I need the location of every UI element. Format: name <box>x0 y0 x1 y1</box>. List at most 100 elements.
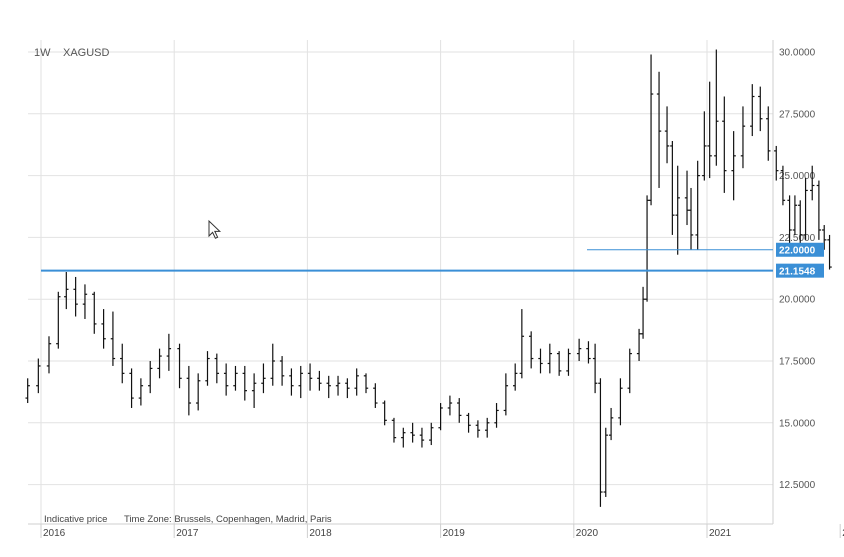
x-tick-label: 2021 <box>709 528 732 539</box>
ohlc-bar <box>740 106 746 169</box>
ohlc-bar <box>447 395 453 416</box>
level-price-tag <box>776 242 824 257</box>
ohlc-bar <box>714 49 719 166</box>
y-tick-label: 25.0000 <box>779 171 816 182</box>
ohlc-bar <box>186 365 192 416</box>
ohlc-bar <box>289 368 294 396</box>
ohlc-bar <box>664 106 670 164</box>
ohlc-bar <box>92 291 97 334</box>
ohlc-bar <box>627 348 632 394</box>
ohlc-bar <box>429 422 434 446</box>
ohlc-bar <box>656 71 662 188</box>
ohlc-bar <box>457 398 462 423</box>
ohlc-bar <box>382 400 387 426</box>
x-tick-label: 2018 <box>309 528 332 539</box>
ohlc-bar <box>391 417 397 443</box>
ohlc-bar <box>816 180 822 240</box>
y-tick-labels: 12.5000 15.0000 17.5000 20.0000 22.5000 25.00… <box>779 48 816 492</box>
ohlc-bar <box>166 333 172 371</box>
ohlc-bar <box>538 348 543 374</box>
ohlc-bar <box>251 373 257 408</box>
ohlc-bar <box>636 328 642 361</box>
ohlc-bar <box>73 276 78 317</box>
timezone-note: Time Zone: Brussels, Copenhagen, Madrid,… <box>124 514 332 525</box>
ohlc-bar <box>556 351 562 376</box>
ohlc-bar <box>722 96 727 193</box>
y-tick-label: 15.0000 <box>779 418 816 429</box>
ohlc-bar <box>803 178 808 240</box>
ohlc-bar <box>419 427 425 448</box>
ohlc-bar <box>195 373 201 411</box>
ohlc-bar <box>608 407 614 441</box>
ohlc-bar <box>731 131 736 201</box>
ohlc-bar <box>157 348 162 379</box>
y-tick-label: 22.5000 <box>779 233 816 244</box>
ohlc-bar <box>82 284 88 319</box>
ohlc-bar <box>279 356 285 386</box>
ohlc-bar <box>101 309 106 349</box>
ohlc-bar <box>148 361 153 394</box>
ohlc-bar <box>684 170 690 226</box>
ohlc-bar <box>648 54 654 206</box>
ohlc-bar <box>758 86 763 132</box>
ohlc-bar <box>242 365 247 401</box>
ohlc-bar <box>138 378 144 406</box>
ohlc-bar <box>688 187 694 250</box>
x-tick-label: 2022 <box>842 528 844 539</box>
ohlc-bar <box>780 165 786 206</box>
y-tick-label: 20.0000 <box>779 295 816 306</box>
ohlc-bar <box>618 378 623 426</box>
ohlc-bar <box>766 106 771 161</box>
mouse-cursor-icon <box>208 219 222 239</box>
ohlc-bar <box>401 427 406 448</box>
ohlc-bar <box>792 195 798 235</box>
ohlc-bar <box>576 338 582 361</box>
ohlc-bar <box>466 412 471 433</box>
symbol-label: XAGUSD <box>63 47 110 59</box>
x-tick-label: 2019 <box>443 528 466 539</box>
ohlc-bar <box>317 370 322 391</box>
y-tick-label: 17.5000 <box>779 357 816 368</box>
ohlc-bar <box>592 343 598 394</box>
ohlc-bar <box>363 373 369 394</box>
chart-grid <box>28 40 773 524</box>
ohlc-bar <box>702 111 707 181</box>
ohlc-series <box>25 49 832 507</box>
ohlc-bar <box>335 375 341 396</box>
ohlc-bar <box>603 427 608 497</box>
ohlc-bar <box>36 358 41 394</box>
ohlc-bar <box>110 311 116 366</box>
ohlc-bar <box>494 403 499 428</box>
ohlc-bar <box>547 343 553 374</box>
ohlc-bar <box>307 363 313 391</box>
ohlc-bar <box>223 363 229 396</box>
ohlc-bar <box>827 234 832 270</box>
ohlc-bar <box>787 195 792 245</box>
x-tick-label: 2016 <box>43 528 66 539</box>
ohlc-bar <box>410 422 415 443</box>
ohlc-bar <box>298 365 303 399</box>
timeframe-label[interactable]: 1W <box>34 47 51 59</box>
horizontal-levels[interactable]: 22.0000 21.1548 <box>41 242 824 278</box>
ohlc-bar <box>810 165 815 201</box>
ohlc-bar <box>56 291 61 349</box>
ohlc-bar <box>354 368 359 396</box>
ohlc-bar <box>598 378 603 507</box>
ohlc-bar <box>485 417 490 438</box>
level-price-label: 21.1548 <box>779 266 816 277</box>
ohlc-bar <box>261 363 266 394</box>
y-tick-label: 27.5000 <box>779 109 816 120</box>
ohlc-bar <box>177 343 182 389</box>
ohlc-bar <box>512 363 518 391</box>
x-tick-labels: 2016 2017 2018 2019 2020 2021 2022 <box>40 524 844 539</box>
y-tick-label: 12.5000 <box>779 480 816 491</box>
ohlc-bar <box>438 403 443 431</box>
x-tick-label: 2020 <box>576 528 599 539</box>
level-price-tag <box>776 263 824 278</box>
ohlc-bar <box>750 84 755 137</box>
ohlc-bar <box>528 331 534 369</box>
ohlc-bar <box>566 348 571 376</box>
indicative-price-note: Indicative price <box>44 514 107 525</box>
ohlc-bar <box>503 373 509 416</box>
